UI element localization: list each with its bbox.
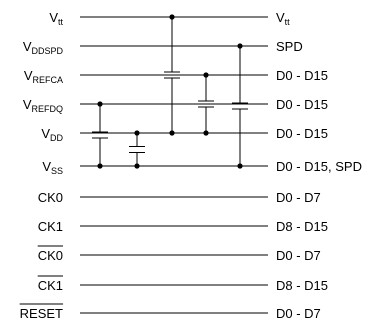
right-label-main: D0 - D15 [276,126,328,141]
left-label-sub: REFCA [32,75,63,85]
left-label-9: CK1 [38,278,63,293]
left-label-6: CK0 [38,190,63,205]
right-label-3: D0 - D15 [276,97,328,112]
vdd-vss-cap [129,133,145,166]
right-label-main: D0 - D7 [276,190,321,205]
left-label-main: CK1 [38,219,63,234]
right-label-main: D0 - D15 [276,68,328,83]
left-label-main: V [23,39,32,54]
right-label-6: D0 - D7 [276,190,321,205]
vddspd-vss-cap [232,46,248,166]
vtt-vdd-cap [164,17,180,133]
left-label-main: RESET [20,306,63,321]
junction-dot [97,101,103,107]
right-label-0: Vtt [276,10,290,27]
junction-dot [134,163,140,169]
left-label-main: CK1 [38,278,63,293]
left-label-2: VREFCA [24,68,63,85]
right-label-2: D0 - D15 [276,68,328,83]
left-label-main: V [24,68,33,83]
left-label-sub: DDSPD [31,46,63,56]
left-label-10: RESET [20,306,63,321]
left-label-4: VDD [41,126,63,143]
left-label-sub: SS [51,166,63,176]
right-label-5: D0 - D15, SPD [276,159,362,174]
signal-lines [80,16,268,314]
right-label-sub: tt [285,17,291,27]
junction-dot [237,43,243,49]
junction-dot [237,163,243,169]
junction-dot [203,72,209,78]
left-label-main: CK0 [38,190,63,205]
right-label-main: D0 - D15, SPD [276,159,362,174]
left-label-main: V [23,97,32,112]
right-label-1: SPD [276,39,303,54]
vrefca-vdd-cap [198,75,214,133]
left-label-main: V [41,126,50,141]
right-label-8: D0 - D7 [276,248,321,263]
left-label-0: Vtt [49,10,63,27]
vrefdq-vss-cap [92,104,108,166]
left-signal-labels: VttVDDSPDVREFCAVREFDQVDDVSSCK0CK1CK0CK1R… [19,10,64,321]
junction-dot [97,163,103,169]
junction-dots [97,14,243,169]
left-label-1: VDDSPD [23,39,64,56]
left-label-main: CK0 [38,248,63,263]
left-label-8: CK0 [38,248,63,263]
right-label-main: V [276,10,285,25]
left-label-sub: REFDQ [32,104,64,114]
left-label-7: CK1 [38,219,63,234]
right-label-main: D0 - D15 [276,97,328,112]
junction-dot [203,130,209,136]
right-label-main: SPD [276,39,303,54]
left-label-3: VREFDQ [23,97,63,114]
left-label-main: V [42,159,51,174]
capacitors [92,17,248,166]
right-label-main: D8 - D15 [276,278,328,293]
junction-dot [169,130,175,136]
left-label-5: VSS [42,159,63,176]
junction-dot [169,14,175,20]
junction-dot [134,130,140,136]
right-label-7: D8 - D15 [276,219,328,234]
left-label-main: V [49,10,58,25]
left-label-sub: DD [50,133,63,143]
right-label-main: D0 - D7 [276,306,321,321]
right-label-10: D0 - D7 [276,306,321,321]
right-label-main: D0 - D7 [276,248,321,263]
left-label-sub: tt [58,17,64,27]
right-label-4: D0 - D15 [276,126,328,141]
right-label-main: D8 - D15 [276,219,328,234]
right-label-9: D8 - D15 [276,278,328,293]
right-destination-labels: Vtt SPD D0 - D15 D0 - D15 D0 - D15 D0 - D15, … [276,10,362,321]
